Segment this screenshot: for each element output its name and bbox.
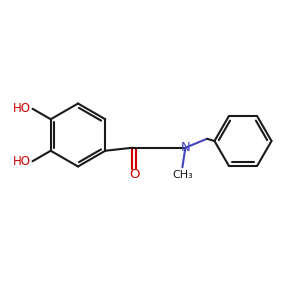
Text: O: O: [129, 168, 139, 181]
Text: N: N: [181, 141, 190, 154]
Text: HO: HO: [13, 155, 31, 168]
Text: HO: HO: [13, 102, 31, 115]
Text: CH₃: CH₃: [172, 170, 193, 180]
